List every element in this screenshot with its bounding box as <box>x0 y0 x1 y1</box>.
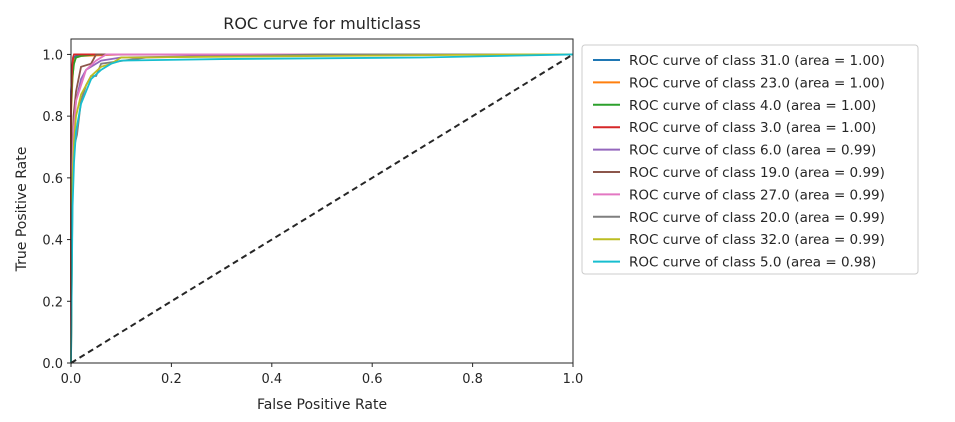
x-tick-label: 0.4 <box>261 372 282 387</box>
legend-label-5: ROC curve of class 19.0 (area = 0.99) <box>629 165 885 181</box>
y-tick-label: 0.6 <box>42 172 63 187</box>
x-tick-label: 1.0 <box>563 372 584 387</box>
legend: ROC curve of class 31.0 (area = 1.00) ROC… <box>581 44 919 275</box>
y-tick-label: 0.4 <box>42 234 63 249</box>
legend-label-1: ROC curve of class 23.0 (area = 1.00) <box>629 75 885 91</box>
series-layer <box>70 53 574 364</box>
legend-label-2: ROC curve of class 4.0 (area = 1.00) <box>629 98 876 114</box>
y-tick-label: 1.0 <box>42 48 63 63</box>
legend-label-9: ROC curve of class 5.0 (area = 0.98) <box>629 255 876 271</box>
x-axis-title: False Positive Rate <box>257 397 387 413</box>
legend-label-8: ROC curve of class 32.0 (area = 0.99) <box>629 232 885 248</box>
x-axis: 0.0 0.2 0.4 0.6 0.8 1.0 <box>61 363 584 387</box>
y-tick-label: 0.2 <box>42 295 63 310</box>
legend-label-4: ROC curve of class 6.0 (area = 0.99) <box>629 143 876 159</box>
plot-area <box>70 38 574 364</box>
chart-title: ROC curve for multiclass <box>223 14 421 33</box>
x-tick-label: 0.0 <box>61 372 82 387</box>
y-tick-label: 0.8 <box>42 110 63 125</box>
roc-series-line-9 <box>70 53 574 364</box>
plot-frame <box>70 38 574 364</box>
legend-frame <box>581 44 919 275</box>
legend-label-0: ROC curve of class 31.0 (area = 1.00) <box>629 53 885 69</box>
legend-label-7: ROC curve of class 20.0 (area = 0.99) <box>629 210 885 226</box>
x-tick-label: 0.2 <box>161 372 182 387</box>
y-axis: 0.0 0.2 0.4 0.6 0.8 1.0 <box>42 48 71 372</box>
roc-series-line-8 <box>70 53 573 364</box>
legend-items: ROC curve of class 31.0 (area = 1.00) ROC… <box>593 53 885 271</box>
legend-label-3: ROC curve of class 3.0 (area = 1.00) <box>629 120 876 136</box>
legend-label-6: ROC curve of class 27.0 (area = 0.99) <box>629 187 885 203</box>
x-tick-label: 0.6 <box>362 372 383 387</box>
x-tick-label: 0.8 <box>462 372 483 387</box>
y-tick-label: 0.0 <box>42 357 63 372</box>
y-axis-title: True Positive Rate <box>14 147 30 273</box>
reference-diagonal-line <box>70 53 574 364</box>
